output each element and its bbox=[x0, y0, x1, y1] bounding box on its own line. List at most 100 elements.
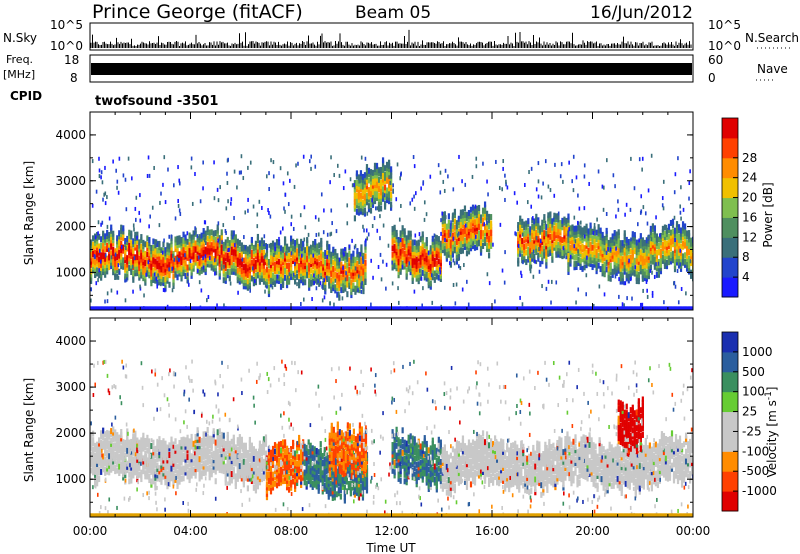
echo-cell bbox=[156, 306, 159, 310]
echo-cell bbox=[643, 275, 646, 282]
echo-cell bbox=[433, 270, 436, 277]
echo-cell bbox=[479, 230, 483, 237]
echo-cell bbox=[685, 243, 689, 250]
echo-cell bbox=[153, 272, 156, 277]
echo-cell bbox=[597, 236, 600, 243]
echo-cell bbox=[308, 255, 311, 262]
echo-cell bbox=[232, 265, 235, 272]
echo-cell bbox=[587, 228, 590, 235]
echo-cell bbox=[104, 299, 106, 304]
echo-cell bbox=[644, 211, 647, 216]
echo-cell bbox=[569, 231, 572, 238]
echo-cell bbox=[545, 230, 548, 237]
echo-cell bbox=[273, 264, 277, 271]
echo-cell bbox=[655, 239, 659, 246]
echo-cell bbox=[439, 250, 442, 257]
echo-cell bbox=[525, 259, 528, 266]
echo-cell bbox=[675, 237, 679, 244]
echo-cell bbox=[110, 227, 113, 234]
echo-cell bbox=[585, 252, 588, 259]
echo-cell bbox=[641, 253, 644, 260]
echo-cell bbox=[326, 256, 329, 263]
echo-cell bbox=[354, 288, 357, 295]
echo-cell bbox=[310, 254, 313, 261]
echo-cell bbox=[611, 243, 614, 250]
echo-cell bbox=[250, 259, 253, 266]
echo-cell bbox=[675, 227, 679, 234]
echo-cell bbox=[559, 229, 562, 236]
echo-cell bbox=[212, 240, 215, 247]
echo-cell bbox=[375, 306, 377, 310]
echo-cell bbox=[363, 175, 367, 182]
echo-cell bbox=[122, 244, 125, 251]
echo-cell bbox=[104, 258, 107, 265]
echo-cell bbox=[405, 254, 408, 261]
echo-cell bbox=[445, 236, 448, 243]
echo-cell bbox=[399, 233, 402, 240]
echo-cell bbox=[365, 183, 369, 190]
echo-cell bbox=[395, 229, 398, 236]
echo-cell bbox=[537, 217, 540, 224]
echo-cell bbox=[691, 262, 693, 269]
echo-cell bbox=[431, 242, 434, 249]
echo-cell bbox=[302, 272, 305, 279]
echo-cell bbox=[589, 261, 592, 268]
echo-cell bbox=[256, 246, 260, 253]
echo-cell bbox=[321, 284, 323, 289]
echo-cell bbox=[457, 251, 461, 258]
echo-cell bbox=[380, 306, 382, 310]
echo-cell bbox=[531, 230, 534, 237]
echo-cell bbox=[639, 268, 642, 275]
echo-cell bbox=[271, 266, 275, 273]
echo-cell bbox=[92, 453, 95, 460]
echo-cell bbox=[222, 251, 225, 258]
echo-cell bbox=[361, 173, 365, 180]
echo-cell bbox=[262, 278, 266, 285]
echo-cell bbox=[220, 254, 223, 261]
echo-cell bbox=[292, 251, 295, 258]
echo-cell bbox=[138, 268, 141, 275]
echo-cell bbox=[214, 236, 217, 243]
echo-cell bbox=[627, 264, 630, 271]
echo-cell bbox=[471, 243, 475, 250]
echo-cell bbox=[158, 272, 161, 279]
echo-cell bbox=[102, 256, 105, 263]
echo-cell bbox=[657, 306, 660, 310]
echo-cell bbox=[206, 261, 209, 268]
echo-cell bbox=[334, 248, 337, 255]
echo-cell bbox=[116, 251, 119, 258]
echo-cell bbox=[332, 282, 335, 289]
echo-cell bbox=[467, 216, 471, 223]
echo-cell bbox=[362, 262, 365, 269]
echo-cell bbox=[352, 282, 355, 289]
echo-cell bbox=[231, 235, 234, 240]
echo-cell bbox=[224, 245, 227, 252]
echo-cell bbox=[200, 306, 203, 310]
echo-cell bbox=[310, 154, 312, 159]
echo-cell bbox=[94, 249, 97, 256]
echo-cell bbox=[180, 240, 183, 247]
echo-cell bbox=[248, 264, 251, 271]
echo-cell bbox=[607, 259, 610, 266]
echo-cell bbox=[262, 262, 266, 269]
echo-cell bbox=[106, 242, 109, 249]
echo-cell bbox=[629, 257, 632, 264]
echo-cell bbox=[469, 235, 473, 242]
nsky-tick-bottom: 10^0 bbox=[50, 39, 83, 53]
echo-cell bbox=[97, 231, 99, 236]
echo-cell bbox=[236, 238, 239, 245]
echo-cell bbox=[273, 242, 277, 249]
echo-cell bbox=[302, 269, 305, 276]
echo-cell bbox=[242, 283, 245, 290]
echo-cell bbox=[365, 170, 369, 177]
echo-cell bbox=[152, 257, 155, 264]
echo-cell bbox=[389, 181, 392, 186]
echo-cell bbox=[473, 225, 477, 232]
echo-cell bbox=[631, 244, 634, 251]
echo-cell bbox=[609, 269, 612, 276]
echo-cell bbox=[453, 244, 457, 251]
echo-cell bbox=[186, 274, 189, 281]
echo-cell bbox=[478, 306, 480, 310]
echo-cell bbox=[92, 248, 95, 255]
echo-cell bbox=[662, 306, 665, 310]
